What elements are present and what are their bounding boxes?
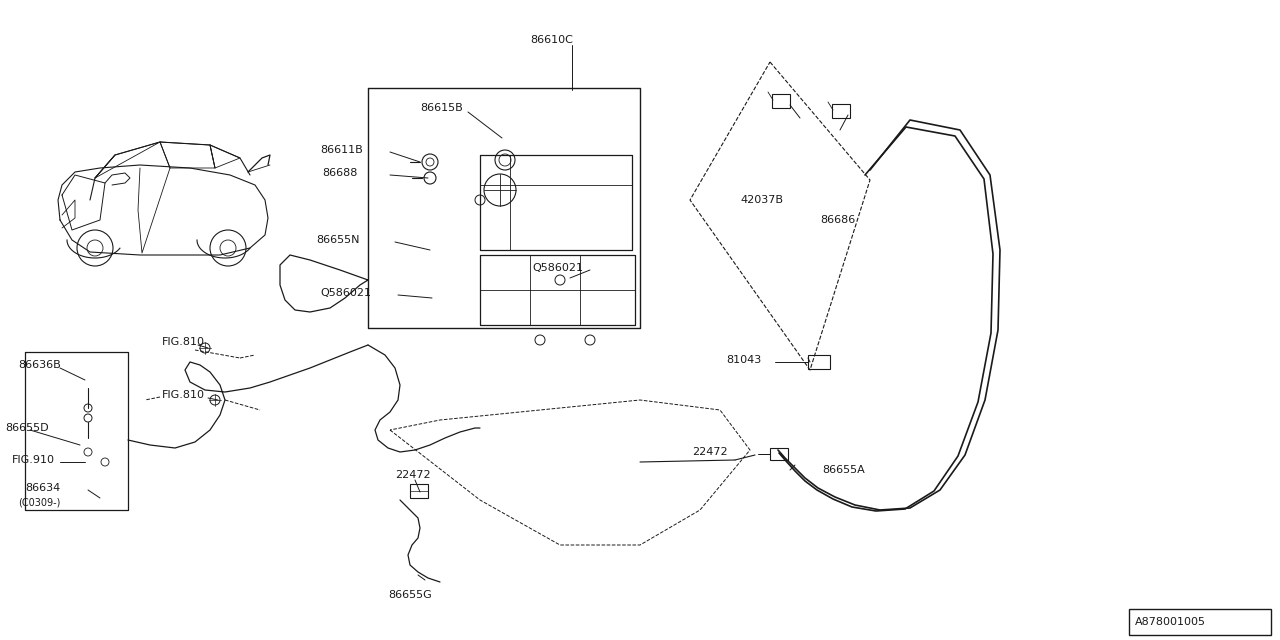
Text: FIG.810: FIG.810	[163, 337, 205, 347]
Text: (C0309-): (C0309-)	[18, 497, 60, 507]
Text: A878001005: A878001005	[1135, 617, 1206, 627]
Text: 86636B: 86636B	[18, 360, 60, 370]
Bar	[808, 355, 829, 369]
Text: 86611B: 86611B	[320, 145, 362, 155]
Text: 86686: 86686	[820, 215, 855, 225]
Text: 81043: 81043	[726, 355, 762, 365]
Text: 42037B: 42037B	[740, 195, 783, 205]
Text: Q586021: Q586021	[532, 263, 582, 273]
Text: 86610C: 86610C	[530, 35, 573, 45]
Text: 86655A: 86655A	[822, 465, 865, 475]
Text: Q586021: Q586021	[320, 288, 371, 298]
Bar	[410, 484, 428, 498]
Text: 86655N: 86655N	[316, 235, 360, 245]
Text: 86655G: 86655G	[388, 590, 431, 600]
Bar	[771, 448, 788, 460]
Text: 86615B: 86615B	[420, 103, 463, 113]
Text: FIG.910: FIG.910	[12, 455, 55, 465]
Text: FIG.810: FIG.810	[163, 390, 205, 400]
Text: 86634: 86634	[26, 483, 60, 493]
Text: 22472: 22472	[396, 470, 430, 480]
Text: 86688: 86688	[323, 168, 357, 178]
Text: 86655D: 86655D	[5, 423, 49, 433]
Text: 22472: 22472	[692, 447, 727, 457]
